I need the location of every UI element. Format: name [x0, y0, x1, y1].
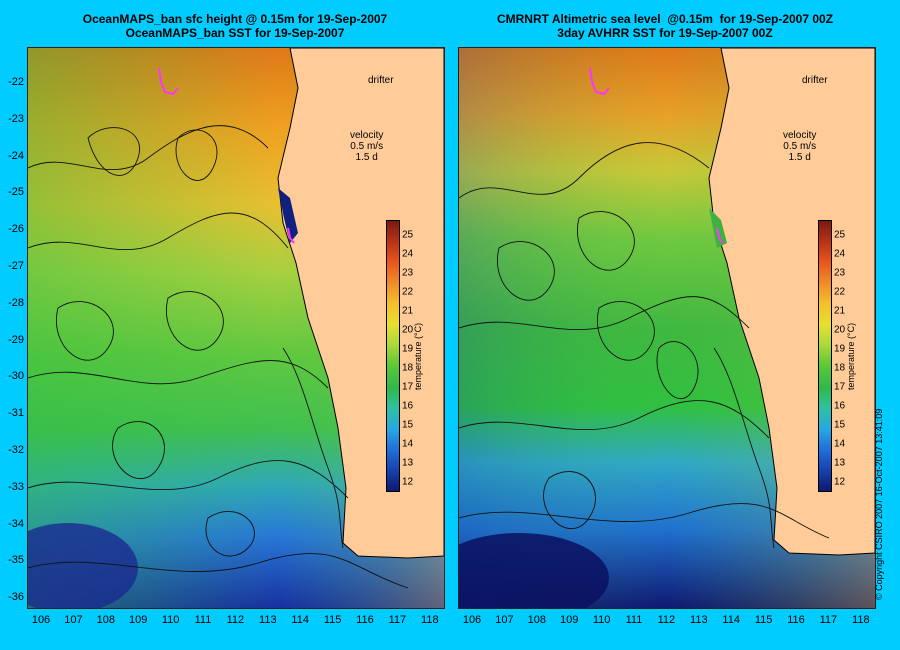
colorbar-tick-label: 20	[402, 324, 414, 336]
longitude-label: 106	[462, 614, 482, 626]
latitude-label: -34	[8, 517, 24, 530]
latitude-label: -27	[8, 260, 24, 272]
longitude-label: 110	[161, 614, 180, 626]
left-colorbar-title: temperature (°C)	[413, 322, 423, 390]
longitude-label: 116	[787, 614, 805, 626]
colorbar-tick-label: 21	[834, 305, 846, 317]
longitude-label: 109	[129, 614, 148, 626]
latitude-label: -31	[8, 407, 24, 420]
right-colorbar	[818, 220, 832, 492]
colorbar-tick-label: 25	[402, 229, 414, 241]
latitude-label: -36	[8, 591, 24, 604]
colorbar-tick-label: 19	[834, 343, 846, 355]
longitude-label: 106	[31, 614, 51, 626]
right-longitude-axis: 106 107 108 109 110 111 112 113 114 115 116 117 118	[458, 614, 874, 630]
latitude-label: -33	[8, 480, 24, 493]
colorbar-tick-label: 21	[402, 305, 414, 317]
colorbar-tick-label: 22	[834, 286, 846, 298]
longitude-label: 107	[64, 614, 83, 626]
colorbar-tick-label: 17	[834, 381, 846, 393]
longitude-label: 115	[323, 614, 342, 626]
latitude-label: -32	[8, 444, 24, 456]
colorbar-tick-label: 13	[402, 457, 414, 469]
land-mass	[708, 48, 875, 556]
colorbar-tick-label: 25	[834, 229, 846, 241]
drifter-tracks	[589, 67, 724, 244]
left-map-panel[interactable]	[27, 47, 445, 609]
ssh-contours	[28, 125, 409, 589]
left-map-svg	[28, 48, 444, 608]
colorbar-tick-label: 23	[402, 267, 414, 279]
latitude-label: -29	[8, 333, 24, 346]
longitude-label: 113	[690, 614, 708, 626]
colorbar-tick-label: 15	[834, 419, 846, 431]
longitude-label: 108	[96, 614, 115, 626]
longitude-label: 118	[421, 614, 439, 626]
land-mass	[277, 48, 444, 559]
colorbar-tick-label: 12	[402, 476, 414, 488]
right-drifter-label: drifter	[802, 75, 828, 86]
latitude-label: -30	[8, 370, 24, 383]
longitude-label: 111	[625, 614, 643, 626]
colorbar-tick-label: 12	[834, 476, 846, 488]
colorbar-tick-label: 24	[834, 248, 846, 260]
left-drifter-label: drifter	[368, 75, 394, 86]
left-colorbar	[386, 220, 400, 492]
longitude-label: 114	[291, 614, 309, 626]
longitude-label: 113	[259, 614, 277, 626]
longitude-label: 112	[226, 614, 245, 626]
longitude-label: 107	[495, 614, 514, 626]
drifter-tracks	[158, 67, 295, 244]
colorbar-tick-label: 14	[402, 438, 414, 450]
right-map-svg	[459, 48, 875, 608]
latitude-label: -24	[8, 149, 24, 162]
left-velocity-label: velocity 0.5 m/s 1.5 d	[350, 130, 384, 163]
shark-bay	[278, 188, 298, 243]
left-latitude-axis: -22 -23 -24 -25 -26 -27 -28 -29 -30 -31 -32 -33 -34 -…	[0, 47, 26, 607]
copyright-text: © Copyright CSIRO 2007 16-Oct-2007 13:41…	[874, 408, 884, 600]
colorbar-tick-label: 16	[402, 400, 414, 412]
left-map-title: OceanMAPS_ban sfc height @ 0.15m for 19-…	[82, 12, 388, 40]
colorbar-tick-label: 24	[402, 248, 414, 260]
longitude-label: 117	[819, 614, 838, 626]
longitude-label: 108	[527, 614, 546, 626]
ssh-contours	[459, 142, 830, 549]
colorbar-tick-label: 18	[834, 362, 846, 374]
colorbar-tick-label: 19	[402, 343, 414, 355]
colorbar-tick-label: 23	[834, 267, 846, 279]
latitude-label: -28	[8, 296, 24, 309]
right-map-title: CMRNRT Altimetric sea level @0.15m for 1…	[496, 12, 834, 40]
right-map-panel[interactable]	[458, 47, 876, 609]
colorbar-tick-label: 15	[402, 419, 414, 431]
longitude-label: 118	[852, 614, 870, 626]
longitude-label: 109	[560, 614, 579, 626]
latitude-label: -35	[8, 554, 24, 567]
colorbar-tick-label: 14	[834, 438, 846, 450]
colorbar-tick-label: 17	[402, 381, 414, 393]
left-longitude-axis: 106 107 108 109 110 111 112 113 114 115 116 117 118	[27, 614, 443, 630]
colorbar-tick-label: 13	[834, 457, 846, 469]
right-velocity-label: velocity 0.5 m/s 1.5 d	[783, 130, 817, 163]
colorbar-tick-label: 20	[834, 324, 846, 336]
colorbar-tick-label: 22	[402, 286, 414, 298]
cold-patch	[459, 533, 609, 608]
right-colorbar-title: temperature (°C)	[846, 322, 856, 390]
longitude-label: 115	[754, 614, 773, 626]
cold-patch	[28, 523, 138, 608]
longitude-label: 117	[388, 614, 407, 626]
colorbar-tick-label: 18	[402, 362, 414, 374]
longitude-label: 112	[657, 614, 676, 626]
latitude-label: -26	[8, 223, 24, 236]
longitude-label: 116	[356, 614, 374, 626]
colorbar-tick-label: 16	[834, 400, 846, 412]
latitude-label: -22	[8, 76, 24, 88]
longitude-label: 111	[194, 614, 212, 626]
latitude-label: -25	[8, 186, 24, 199]
longitude-label: 110	[592, 614, 611, 626]
longitude-label: 114	[722, 614, 740, 626]
latitude-label: -23	[8, 112, 24, 125]
